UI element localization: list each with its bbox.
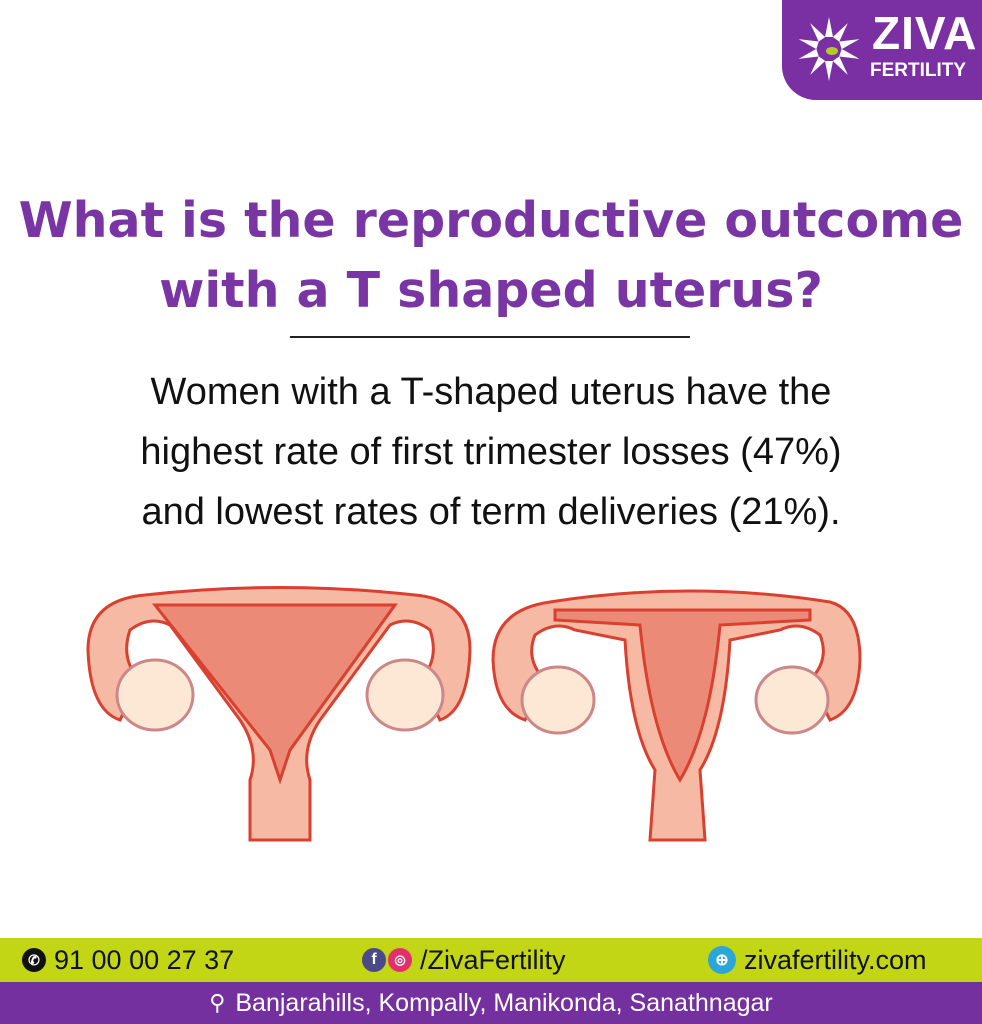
brand-sub: FERTILITY [870, 60, 967, 81]
locations-text: Banjarahills, Kompally, Manikonda, Sanat… [235, 988, 773, 1017]
phone-number: 91 00 00 27 37 [54, 944, 235, 975]
locations-bar: ⚲ Banjarahills, Kompally, Manikonda, San… [0, 982, 982, 1024]
body-line: highest rate of first trimester losses (… [140, 431, 842, 473]
website-link[interactable]: ⊕ zivafertility.com [708, 945, 927, 976]
normal-uterus-illustration [491, 589, 862, 842]
brand-name: ZIVA [872, 7, 978, 59]
phone-contact[interactable]: ✆ 91 00 00 27 37 [22, 945, 234, 976]
title-line: What is the reproductive outcome [18, 192, 964, 249]
t-shaped-uterus-illustration [86, 586, 472, 842]
location-pin-icon: ⚲ [209, 990, 226, 1015]
facebook-icon: f [362, 948, 386, 972]
instagram-icon: ◎ [388, 948, 412, 972]
title-line: with a T shaped uterus? [159, 262, 823, 319]
sun-logo-icon [798, 17, 860, 81]
phone-icon: ✆ [22, 948, 46, 972]
body-line: and lowest rates of term deliveries (21%… [141, 491, 841, 533]
contact-bar: ✆ 91 00 00 27 37 f ◎ /ZivaFertility ⊕ zi… [0, 938, 982, 982]
body-text: Women with a T-shaped uterus have the hi… [0, 362, 982, 542]
website-url: zivafertility.com [744, 944, 927, 975]
uterus-illustrations [86, 586, 862, 842]
body-line: Women with a T-shaped uterus have the [150, 371, 832, 413]
globe-icon: ⊕ [708, 946, 736, 974]
social-handle: /ZivaFertility [420, 944, 566, 975]
social-contact[interactable]: f ◎ /ZivaFertility [362, 945, 566, 976]
ziva-fertility-logo: ZIVA FERTILITY [782, 0, 982, 100]
page-title: What is the reproductive outcome with a … [0, 186, 982, 326]
divider [290, 336, 690, 338]
